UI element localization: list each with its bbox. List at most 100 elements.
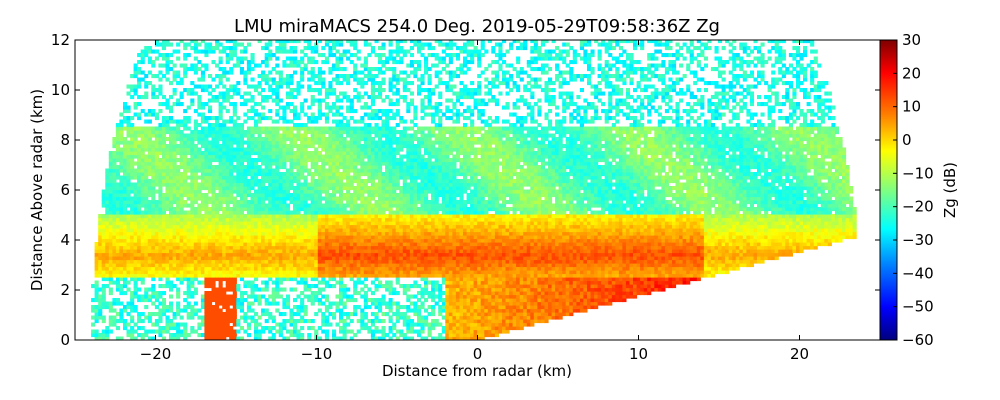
reflectivity-cell <box>374 193 379 198</box>
reflectivity-cell <box>119 196 124 201</box>
reflectivity-cell <box>225 326 230 331</box>
reflectivity-cell <box>147 242 152 247</box>
reflectivity-cell <box>339 228 344 233</box>
reflectivity-cell <box>169 42 174 47</box>
reflectivity-cell <box>335 221 340 226</box>
reflectivity-cell <box>342 294 347 299</box>
reflectivity-cell <box>346 95 351 100</box>
reflectivity-cell <box>197 140 202 145</box>
reflectivity-cell <box>339 112 344 117</box>
reflectivity-cell <box>257 63 262 68</box>
reflectivity-cell <box>236 56 241 61</box>
reflectivity-cell <box>112 308 117 313</box>
reflectivity-cell <box>133 137 138 142</box>
reflectivity-cell <box>239 144 244 149</box>
reflectivity-cell <box>197 168 202 173</box>
chart-title: LMU miraMACS 254.0 Deg. 2019-05-29T09:58… <box>234 16 720 37</box>
reflectivity-cell <box>367 326 372 331</box>
reflectivity-cell <box>115 182 120 187</box>
reflectivity-cell <box>268 217 273 222</box>
reflectivity-cell <box>282 63 287 68</box>
reflectivity-cell <box>101 252 106 257</box>
reflectivity-cell <box>300 182 305 187</box>
reflectivity-cell <box>339 280 344 285</box>
reflectivity-cell <box>385 203 390 208</box>
reflectivity-cell <box>115 238 120 243</box>
reflectivity-cell <box>225 172 230 177</box>
reflectivity-cell <box>261 270 266 275</box>
reflectivity-cell <box>176 193 181 198</box>
reflectivity-cell <box>190 186 195 191</box>
reflectivity-cell <box>296 210 301 215</box>
reflectivity-cell <box>112 252 117 257</box>
reflectivity-cell <box>317 245 322 250</box>
reflectivity-cell <box>165 154 170 159</box>
reflectivity-cell <box>278 235 283 240</box>
reflectivity-cell <box>147 319 152 324</box>
reflectivity-cell <box>144 259 149 264</box>
reflectivity-cell <box>222 137 227 142</box>
reflectivity-cell <box>91 305 96 310</box>
reflectivity-cell <box>204 280 209 285</box>
reflectivity-cell <box>208 49 213 54</box>
reflectivity-cell <box>271 259 276 264</box>
reflectivity-cell <box>211 98 216 103</box>
reflectivity-cell <box>179 158 184 163</box>
reflectivity-cell <box>360 231 365 236</box>
reflectivity-cell <box>101 217 106 222</box>
reflectivity-cell <box>271 333 276 338</box>
reflectivity-cell <box>367 147 372 152</box>
reflectivity-cell <box>278 214 283 219</box>
reflectivity-cell <box>324 336 329 340</box>
reflectivity-cell <box>370 165 375 170</box>
reflectivity-cell <box>158 308 163 313</box>
reflectivity-cell <box>346 158 351 163</box>
reflectivity-cell <box>356 144 361 149</box>
reflectivity-cell <box>289 214 294 219</box>
reflectivity-cell <box>278 182 283 187</box>
reflectivity-cell <box>154 224 159 229</box>
reflectivity-cell <box>246 140 251 145</box>
reflectivity-cell <box>353 238 358 243</box>
reflectivity-cell <box>314 46 319 51</box>
reflectivity-cell <box>278 158 283 163</box>
reflectivity-cell <box>353 193 358 198</box>
reflectivity-cell <box>246 182 251 187</box>
reflectivity-cell <box>232 151 237 156</box>
reflectivity-cell <box>218 151 223 156</box>
reflectivity-cell <box>243 249 248 254</box>
reflectivity-cell <box>257 315 262 320</box>
reflectivity-cell <box>271 287 276 292</box>
reflectivity-cell <box>169 284 174 289</box>
reflectivity-cell <box>140 196 145 201</box>
reflectivity-cell <box>339 56 344 61</box>
reflectivity-cell <box>328 259 333 264</box>
reflectivity-cell <box>179 277 184 282</box>
reflectivity-cell <box>261 280 266 285</box>
reflectivity-cell <box>332 186 337 191</box>
reflectivity-cell <box>165 217 170 222</box>
reflectivity-cell <box>374 175 379 180</box>
reflectivity-cell <box>115 133 120 138</box>
reflectivity-cell <box>370 46 375 51</box>
reflectivity-cell <box>108 200 113 205</box>
reflectivity-cell <box>222 235 227 240</box>
reflectivity-cell <box>229 154 234 159</box>
reflectivity-cell <box>314 270 319 275</box>
reflectivity-cell <box>200 305 205 310</box>
reflectivity-cell <box>123 322 128 327</box>
reflectivity-cell <box>367 256 372 261</box>
reflectivity-cell <box>303 277 308 282</box>
reflectivity-cell <box>232 301 237 306</box>
reflectivity-cell <box>126 172 131 177</box>
reflectivity-cell <box>215 249 220 254</box>
reflectivity-cell <box>232 273 237 278</box>
reflectivity-cell <box>190 140 195 145</box>
reflectivity-cell <box>144 270 149 275</box>
reflectivity-cell <box>254 231 259 236</box>
reflectivity-cell <box>328 105 333 110</box>
reflectivity-cell <box>264 312 269 317</box>
reflectivity-cell <box>360 77 365 82</box>
reflectivity-cell <box>154 179 159 184</box>
reflectivity-cell <box>105 228 110 233</box>
